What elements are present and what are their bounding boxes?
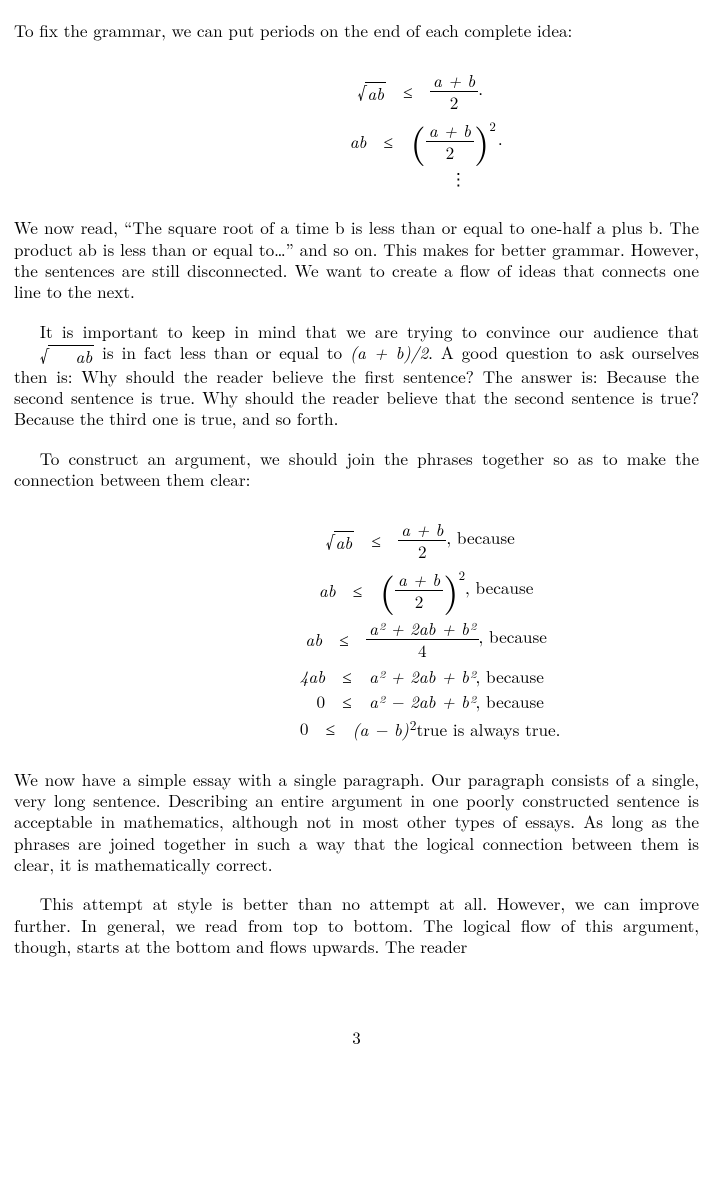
paragraph-construct: To construct an argument, we should join… — [14, 448, 699, 491]
math-num: a + b — [426, 121, 474, 142]
math-num: a + b — [398, 520, 446, 541]
math-rel: ≤ — [319, 720, 343, 737]
math-ab-inline: ab — [48, 345, 95, 366]
math-den: 2 — [398, 541, 446, 561]
vdots-icon: ⋮ — [446, 166, 467, 190]
math-rel: ≤ — [335, 693, 359, 710]
eq2-row2: ab ≤ (a + b2)2, because — [180, 569, 534, 611]
eq2-row3: ab ≤ a² + 2ab + b²4, because — [166, 619, 547, 660]
paragraph-read: We now read, “The square root of a time … — [14, 217, 699, 302]
math-den: 2 — [430, 92, 478, 112]
math-rel: ≤ — [332, 631, 356, 648]
math-period: . — [478, 76, 483, 100]
page-number: 3 — [14, 1027, 699, 1048]
equation-block-2: √ab ≤ a + b2, because ab ≤ (a + b2)2, be… — [14, 516, 699, 742]
eq2-row5: 0 ≤ a² − 2ab + b², because — [169, 693, 544, 710]
eq2-row6: 0 ≤ (a − b)2true is always true. — [153, 718, 561, 738]
math-ab: ab — [365, 82, 386, 103]
math-rel: ≤ — [364, 532, 388, 549]
math-inline-rhs: (a + b)/2 — [350, 340, 428, 364]
math-den: 4 — [366, 640, 478, 660]
eq1-row1: √ab ≤ a + b2. — [230, 71, 483, 112]
math-period: . — [498, 126, 503, 150]
math-lhs: ab — [210, 133, 376, 150]
math-because: , because — [465, 575, 533, 599]
math-rhs-a: (a − b) — [353, 717, 409, 741]
math-because: , because — [479, 624, 547, 648]
math-tail: true is always true. — [416, 717, 560, 741]
equation-block-1: √ab ≤ a + b2. ab ≤ (a + b2)2. ⋮ — [14, 67, 699, 191]
math-den: 2 — [395, 591, 443, 611]
math-lhs: 4ab — [300, 664, 325, 688]
math-den: 2 — [426, 142, 474, 162]
math-because: , because — [476, 689, 544, 713]
math-rhs: a² − 2ab + b² — [369, 689, 475, 713]
math-rel: ≤ — [376, 133, 400, 150]
paragraph-convince: It is important to keep in mind that we … — [14, 321, 699, 430]
paragraph-essay: We now have a simple essay with a single… — [14, 769, 699, 876]
eq2-row4: 4ab ≤ a² + 2ab + b², because — [169, 668, 544, 685]
math-lhs: 0 — [153, 720, 319, 737]
math-because: , because — [476, 664, 544, 688]
math-rhs: a² + 2ab + b² — [369, 664, 475, 688]
math-num: a + b — [395, 570, 443, 591]
math-rel: ≤ — [396, 83, 420, 100]
eq2-row1: √ab ≤ a + b2, because — [198, 520, 515, 561]
math-lhs: ab — [180, 582, 346, 599]
math-because: , because — [446, 525, 514, 549]
math-ab: ab — [334, 531, 355, 552]
math-exp: 2 — [489, 116, 495, 135]
math-lhs: ab — [166, 631, 332, 648]
paragraph-intro: To fix the grammar, we can put periods o… — [14, 20, 699, 41]
math-rel: ≤ — [335, 668, 359, 685]
paragraph-style: This attempt at style is better than no … — [14, 893, 699, 957]
math-num: a² + 2ab + b² — [366, 619, 478, 640]
math-num: a + b — [430, 71, 478, 92]
math-rel: ≤ — [346, 582, 370, 599]
math-lhs: 0 — [169, 693, 335, 710]
text-span: is in fact less than or equal to — [94, 340, 350, 364]
eq1-vdots: ⋮ — [246, 170, 467, 187]
eq1-row2: ab ≤ (a + b2)2. — [210, 120, 502, 162]
